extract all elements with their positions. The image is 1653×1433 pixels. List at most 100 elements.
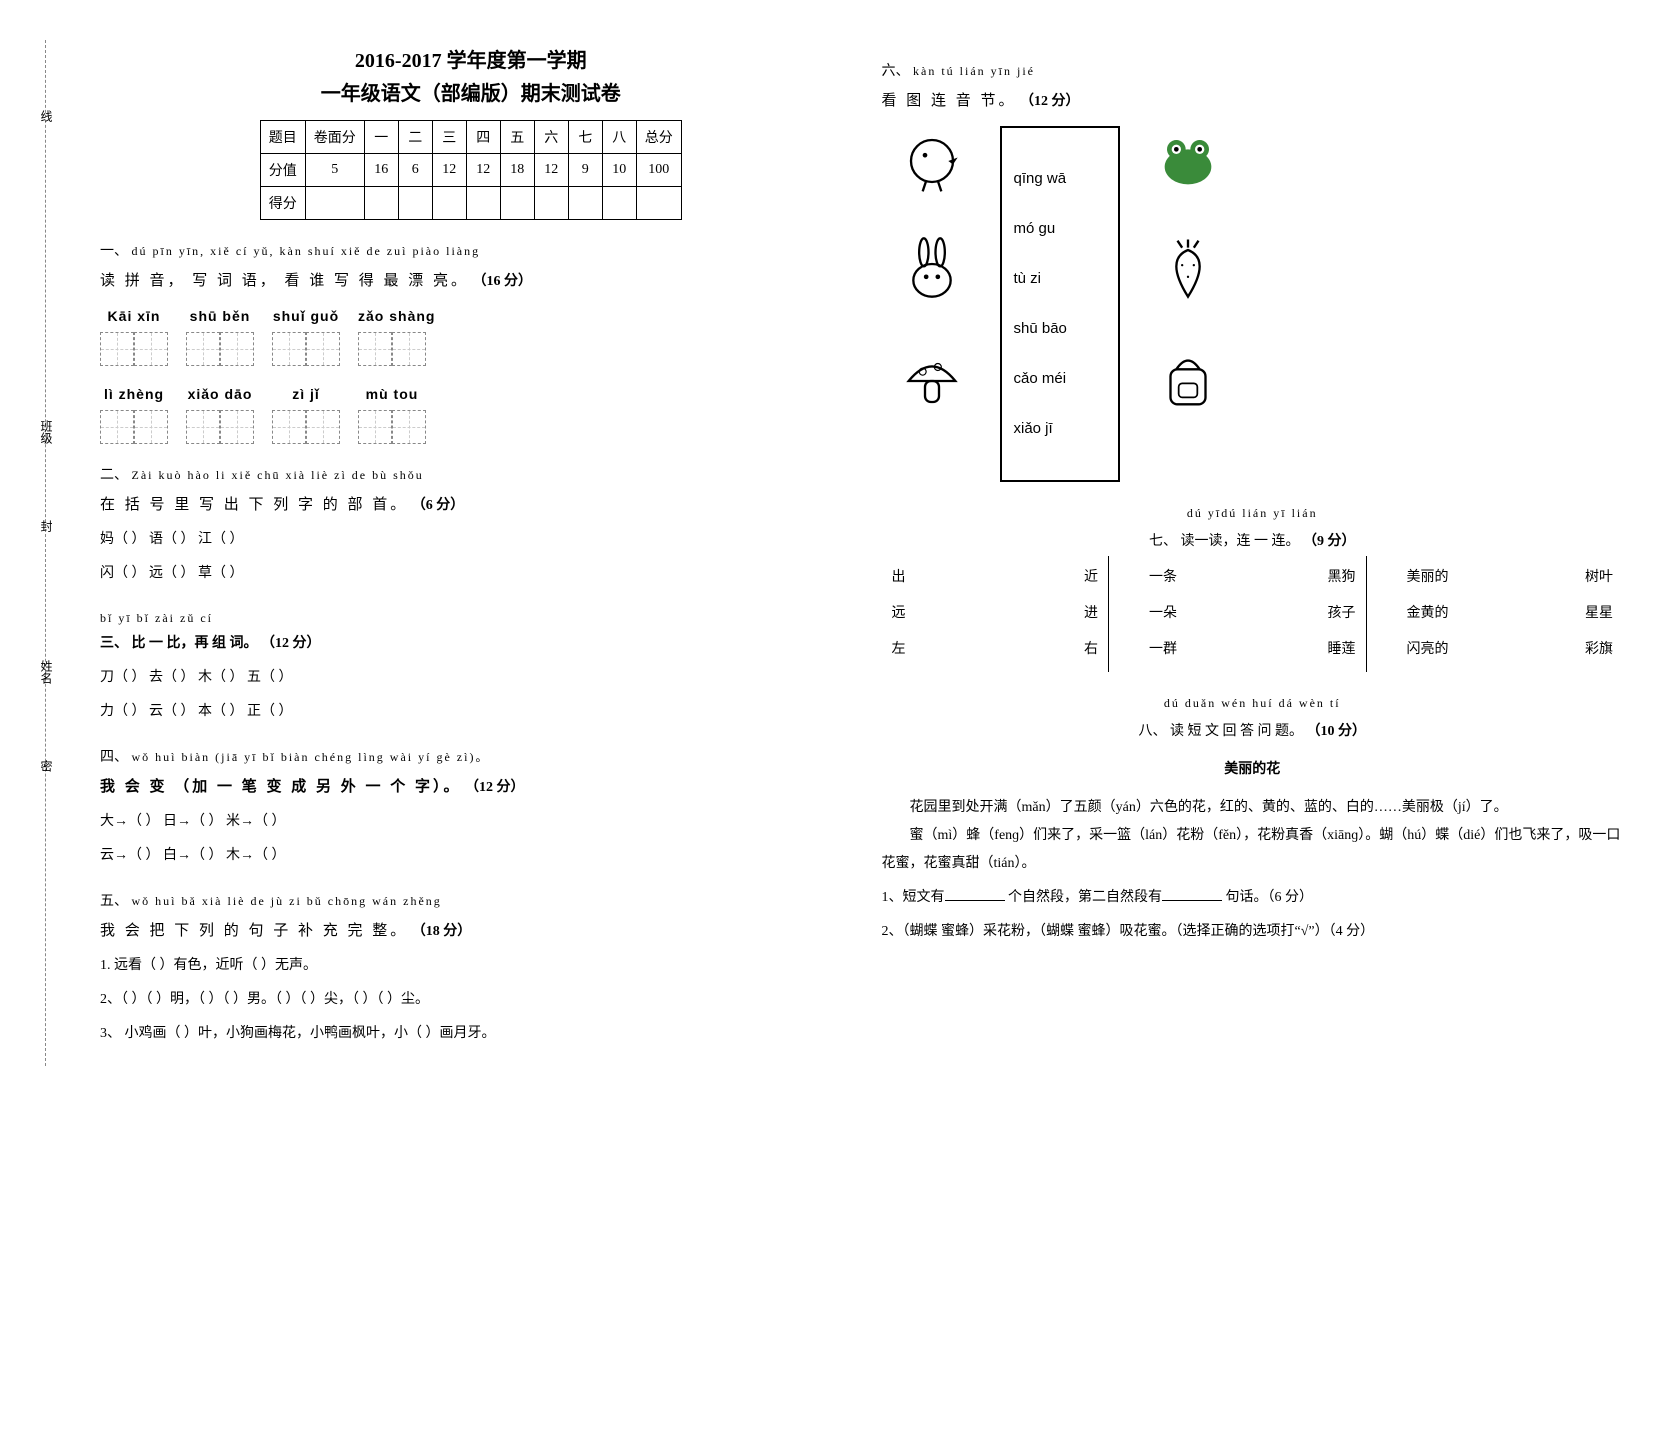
- section-zh: 我 会 把 下 列 的 句 子 补 充 完 整。: [100, 923, 408, 939]
- section-points: （12 分）: [261, 636, 321, 651]
- right-column: 六、 kàn tú lián yīn jié 看 图 连 音 节。 （12 分）…: [882, 40, 1624, 1066]
- section-num: 二、: [100, 468, 128, 483]
- section-points: （16 分）: [473, 274, 533, 289]
- tianzige-cell: [220, 410, 254, 444]
- section-zh: 我 会 变 （加 一 笔 变 成 另 外 一 个 字）。: [100, 779, 462, 795]
- section-num: 六、: [882, 64, 910, 79]
- section-num: 三、: [100, 636, 128, 651]
- section-num: 八、: [1139, 724, 1167, 739]
- tianzige-group: zǎo shàng: [358, 302, 435, 366]
- tianzige-group: shū běn: [186, 302, 254, 366]
- tianzige-cell: [306, 410, 340, 444]
- tianzige-group: zì jǐ: [272, 380, 340, 444]
- section-2: 二、 Zài kuò hào li xiě chū xià liè zì de …: [100, 462, 842, 588]
- section-points: （18 分）: [412, 924, 472, 939]
- q-line: 大→（ ） 日→（ ） 米→（ ）: [100, 808, 842, 836]
- q-line: 闪（ ） 远（ ） 草（ ）: [100, 560, 842, 588]
- tianzige-cell: [134, 410, 168, 444]
- section-pinyin: kàn tú lián yīn jié: [913, 64, 1035, 78]
- tianzige-cell: [186, 410, 220, 444]
- passage-title: 美丽的花: [882, 756, 1624, 784]
- pinyin-box: qīng wā mó gu tù zi shū bāo cǎo méi xiǎo…: [1000, 126, 1120, 482]
- tianzige-cell: [134, 332, 168, 366]
- pinyin-word: tù zi: [1014, 264, 1106, 294]
- chick-icon: [897, 126, 967, 196]
- pinyin-label: zì jǐ: [272, 380, 340, 408]
- q-line: 1. 远看（ ）有色，近听（ ）无声。: [100, 952, 842, 980]
- tianzige-cell: [100, 410, 134, 444]
- section-zh: 比 一 比，再 组 词。: [132, 636, 258, 651]
- section-pinyin: bǐ yī bǐ zài zǔ cí: [100, 606, 842, 630]
- section-pinyin: Zài kuò hào li xiě chū xià liè zì de bù …: [132, 468, 424, 482]
- tianzige-cell: [220, 332, 254, 366]
- section-zh: 读 短 文 回 答 问 题。: [1170, 724, 1303, 739]
- q-line: 2、（ ）（ ）明，（ ）（ ）男。（ ）（ ）尖，（ ）（ ）尘。: [100, 986, 842, 1014]
- margin-label: 班级: [38, 420, 55, 444]
- table-row: 得分: [260, 187, 681, 220]
- tianzige-group: mù tou: [358, 380, 426, 444]
- tianzige-cell: [358, 332, 392, 366]
- backpack-icon: [1153, 346, 1223, 416]
- margin-label: 封: [38, 520, 55, 532]
- pinyin-word: xiǎo jī: [1014, 414, 1106, 444]
- table-row: 分值 5 16 6 12 12 18 12 9 10 100: [260, 154, 681, 187]
- section-pinyin: wǒ huì biàn (jiā yī bǐ biàn chéng lìng w…: [132, 750, 490, 764]
- tianzige-group: lì zhèng: [100, 380, 168, 444]
- section-zh: 看 图 连 音 节。: [882, 93, 1017, 109]
- pinyin-word: mó gu: [1014, 214, 1106, 244]
- tianzige-cell: [392, 410, 426, 444]
- section-5: 五、 wǒ huì bǎ xià liè de jù zi bǔ chōng w…: [100, 888, 842, 1048]
- tianzige-cell: [358, 410, 392, 444]
- tianzige-cell: [306, 332, 340, 366]
- match-columns: 出近 远进 左右 一条黑狗 一朵孩子 一群睡莲 美丽的树叶 金黄的星星 闪亮的彩…: [882, 556, 1624, 672]
- tianzige-cell: [186, 332, 220, 366]
- score-table: 题目 卷面分 一 二 三 四 五 六 七 八 总分 分值 5 16 6 12 1…: [260, 120, 682, 220]
- pinyin-label: xiǎo dāo: [186, 380, 254, 408]
- section-4: 四、 wǒ huì biàn (jiā yī bǐ biàn chéng lìn…: [100, 744, 842, 870]
- section-8: dú duǎn wén huí dá wèn tí 八、 读 短 文 回 答 问…: [882, 690, 1624, 946]
- tianzige-cell: [392, 332, 426, 366]
- tianzige-cell: [100, 332, 134, 366]
- binding-margin: 线 班级 封 姓名 密: [30, 40, 60, 1066]
- tianzige-group: shuǐ guǒ: [272, 302, 340, 366]
- section-zh: 在 括 号 里 写 出 下 列 字 的 部 首。: [100, 497, 408, 513]
- pinyin-label: shuǐ guǒ: [272, 302, 340, 330]
- rabbit-icon: [897, 236, 967, 306]
- left-pictures: [882, 126, 982, 416]
- q-line: 3、 小鸡画（ ）叶，小狗画梅花，小鸭画枫叶，小（ ）画月牙。: [100, 1020, 842, 1048]
- pinyin-word: shū bāo: [1014, 314, 1106, 344]
- q-line: 妈（ ） 语（ ） 江（ ）: [100, 526, 842, 554]
- passage-p1: 花园里到处开满（mǎn）了五颜（yán）六色的花，红的、黄的、蓝的、白的……美丽…: [882, 794, 1624, 822]
- pinyin-label: zǎo shàng: [358, 302, 435, 330]
- section-zh: 读一读，连 一 连。: [1181, 534, 1300, 549]
- pinyin-label: lì zhèng: [100, 380, 168, 408]
- section-num: 五、: [100, 894, 128, 909]
- section-num: 一、: [100, 244, 128, 259]
- section-3: bǐ yī bǐ zài zǔ cí 三、 比 一 比，再 组 词。 （12 分…: [100, 606, 842, 726]
- section-6: 六、 kàn tú lián yīn jié 看 图 连 音 节。 （12 分）…: [882, 58, 1624, 482]
- section-points: （12 分）: [465, 780, 525, 795]
- tianzige-group: Kāi xīn: [100, 302, 168, 366]
- section-points: （10 分）: [1307, 724, 1367, 739]
- q-line: 云→（ ） 白→（ ） 木→（ ）: [100, 842, 842, 870]
- right-pictures: [1138, 126, 1238, 416]
- mushroom-icon: [897, 346, 967, 416]
- section-pinyin: dú pīn yīn, xiě cí yǔ, kàn shuí xiě de z…: [132, 244, 481, 258]
- section-zh: 读 拼 音， 写 词 语， 看 谁 写 得 最 漂 亮。: [100, 273, 469, 289]
- table-row: 题目 卷面分 一 二 三 四 五 六 七 八 总分: [260, 121, 681, 154]
- section-pinyin: dú duǎn wén huí dá wèn tí: [1164, 696, 1341, 710]
- pinyin-label: Kāi xīn: [100, 302, 168, 330]
- passage-p2: 蜜（mì）蜂（fenɡ）们来了，采一篮（lán）花粉（fěn），花粉真香（xiā…: [882, 822, 1624, 878]
- frog-icon: [1153, 126, 1223, 196]
- margin-label: 密: [38, 760, 55, 772]
- pinyin-label: mù tou: [358, 380, 426, 408]
- strawberry-icon: [1153, 236, 1223, 306]
- title-line2: 一年级语文（部编版）期末测试卷: [100, 77, 842, 106]
- margin-label: 线: [38, 110, 55, 122]
- section-pinyin: dú yīdú lián yī lián: [1187, 506, 1318, 520]
- pinyin-word: qīng wā: [1014, 164, 1106, 194]
- section-num: 七、: [1149, 534, 1177, 549]
- section-points: （12 分）: [1020, 94, 1080, 109]
- section-points: （9 分）: [1303, 534, 1356, 549]
- q-line: 1、短文有 个自然段，第二自然段有 句话。（6 分）: [882, 884, 1624, 912]
